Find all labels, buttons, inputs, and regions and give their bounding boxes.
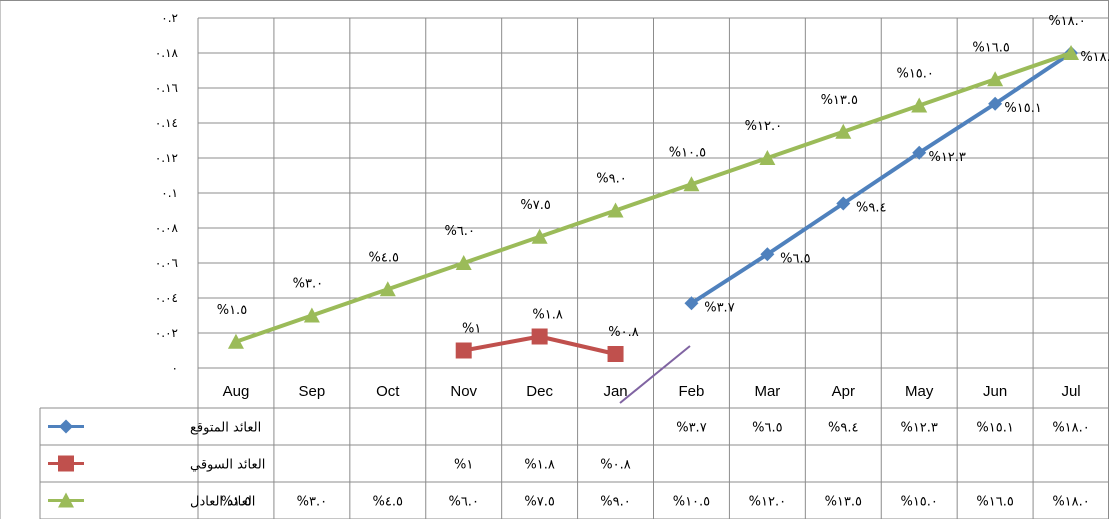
data-point-diamond [760, 247, 775, 262]
data-point-triangle [987, 71, 1004, 87]
data-label: %١٥.٠ [896, 67, 933, 82]
data-labels: %٣.٧ %٦.٥ %٩.٤ %١٢.٣ %١٥.١ %١٨.٠ %١ %١.٨ %٠.٨ %١.… [217, 14, 1109, 340]
x-tick-label: Jun [983, 383, 1007, 400]
data-label: %٤.٥ [369, 250, 399, 265]
table-cell: %١٢.٣ [900, 421, 937, 436]
data-label: %١٣.٥ [821, 93, 858, 108]
x-tick-label: Aug [223, 383, 250, 400]
table-cell: %١٥.٠ [900, 495, 937, 510]
data-label: %٦.٠ [444, 224, 474, 239]
table-cell: %١٣.٥ [825, 495, 862, 510]
data-point-triangle [683, 176, 700, 192]
y-tick-label: ٠.٠٨ [155, 221, 179, 235]
y-tick-label: ٠.٠٦ [155, 256, 178, 270]
data-label: %١ [462, 322, 481, 337]
table-cell: %٣.٠ [297, 495, 327, 510]
x-tick-label: Nov [450, 383, 477, 400]
data-point-square [531, 328, 548, 345]
data-point-triangle [911, 97, 928, 113]
data-label: %٣.٠ [293, 277, 323, 292]
table-cell: %٣.٧ [676, 421, 706, 436]
y-tick-label: ٠.٠٤ [155, 291, 178, 305]
data-label: %١٢.٠ [745, 119, 782, 134]
series-line [235, 51, 1072, 344]
x-tick-label: Dec [526, 383, 553, 400]
data-point-triangle [303, 307, 320, 323]
data-label: %٣.٧ [704, 300, 734, 315]
data-point-diamond [836, 196, 851, 211]
data-label: %١٨.٠ [1080, 50, 1109, 65]
series-line [690, 51, 1073, 305]
data-point-triangle [227, 333, 244, 349]
data-label: %١.٨ [532, 308, 562, 323]
data-point-diamond [988, 96, 1003, 111]
data-label: %١.٥ [217, 303, 247, 318]
legend-label: العائد العادل [190, 495, 255, 510]
x-tick-label: Feb [679, 383, 705, 400]
x-tick-label: Mar [754, 383, 780, 400]
data-label: %٦.٥ [780, 251, 810, 266]
table-cell: %٦.٥ [752, 421, 782, 436]
data-label: %١٨.٠ [1048, 14, 1085, 29]
data-point-triangle [379, 281, 396, 297]
table-cell: %٠.٨ [600, 458, 630, 473]
table-cell: %٦.٠ [448, 495, 478, 510]
legend-label: العائد السوقي [190, 458, 265, 473]
y-axis-ticks: ٠ ٠.٠٢ ٠.٠٤ ٠.٠٦ ٠.٠٨ ٠.١ ٠.١٢ ٠.١٤ ٠.١٦ ٠.١٨ ٠.٢ [155, 11, 179, 375]
data-table: Aug Sep Oct Nov Dec Jan Feb Mar Apr May Jun Jul العا… [39, 383, 1109, 519]
y-tick-label: ٠.١٤ [155, 116, 178, 130]
data-point-triangle [835, 123, 852, 139]
table-cell: %٤.٥ [373, 495, 403, 510]
y-tick-label: ٠.٢ [161, 11, 178, 25]
y-tick-label: ٠.٠٢ [155, 326, 178, 340]
data-label: %٧.٥ [520, 198, 550, 213]
x-tick-label: Oct [376, 383, 400, 400]
table-cell: %١٥.١ [976, 421, 1013, 436]
data-point-diamond [912, 145, 927, 160]
data-point-triangle [759, 150, 776, 165]
table-cell: %١٨.٠ [1052, 495, 1089, 510]
data-label: %١٠.٥ [669, 145, 706, 160]
x-tick-label: Jul [1061, 383, 1080, 400]
data-label: %١٥.١ [1004, 101, 1041, 116]
data-point-triangle [1063, 45, 1080, 60]
data-point-diamond [59, 419, 73, 434]
x-tick-label: Apr [832, 383, 855, 400]
data-label: %٠.٨ [608, 325, 638, 340]
data-label: %١٦.٥ [972, 40, 1009, 55]
data-label: %١٢.٣ [928, 150, 965, 165]
table-cell: %١.٨ [524, 458, 554, 473]
table-cell: %١٨.٠ [1052, 421, 1089, 436]
table-cell: %١٢.٠ [749, 495, 786, 510]
table-cell: %٩.٤ [828, 421, 858, 436]
data-label: %٩.٤ [856, 201, 886, 216]
x-tick-label: Jan [603, 383, 627, 400]
data-point-triangle [455, 255, 472, 270]
data-point-triangle [58, 492, 74, 508]
annotation-slash-line [619, 345, 691, 404]
data-point-square [455, 342, 472, 359]
data-point-square [607, 346, 624, 362]
table-cell: %١٠.٥ [673, 495, 710, 510]
y-tick-label: ٠.١٢ [155, 151, 178, 165]
y-tick-label: ٠.١٦ [155, 81, 178, 95]
table-cell: %٧.٥ [524, 495, 554, 510]
data-point-square [58, 455, 74, 472]
x-tick-label: Sep [299, 383, 326, 400]
legend-label: العائد المتوقع [190, 421, 261, 436]
y-tick-label: ٠.١٨ [155, 46, 179, 60]
table-cell: %١ [454, 458, 473, 473]
y-tick-label: ٠.١ [161, 186, 178, 200]
table-cell: %١٦.٥ [976, 495, 1013, 510]
table-cell: %١.٥ [221, 495, 251, 510]
series [227, 45, 1080, 362]
data-point-diamond [684, 296, 699, 311]
data-point-triangle [531, 228, 548, 244]
data-point-triangle [607, 202, 624, 218]
y-tick-label: ٠ [172, 361, 178, 375]
data-label: %٩.٠ [596, 172, 626, 187]
table-cell: %٩.٠ [600, 495, 630, 510]
x-tick-label: May [905, 383, 934, 400]
